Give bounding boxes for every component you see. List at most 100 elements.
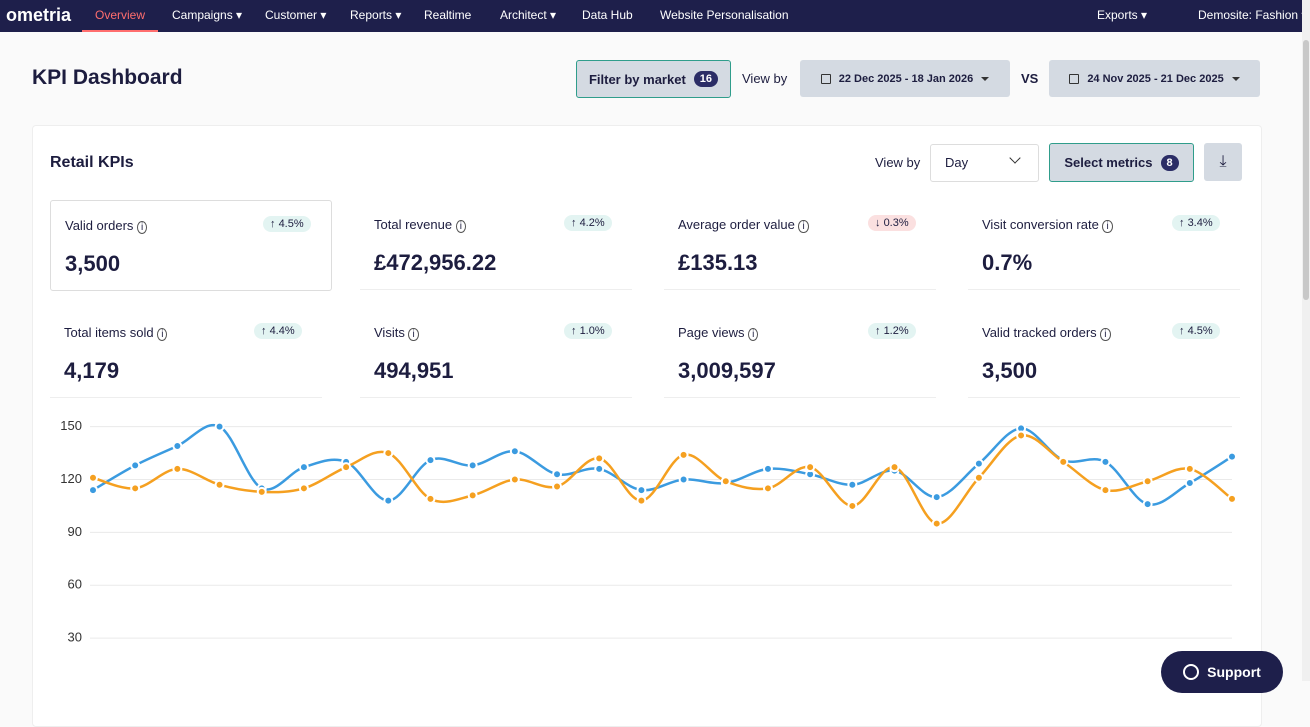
nav-item[interactable]: Data Hub: [582, 8, 633, 22]
kpi-value: £472,956.22: [374, 250, 497, 275]
data-point: [172, 463, 183, 474]
date-range: 22 Dec 2025 - 18 Jan 2026: [838, 72, 974, 85]
metrics-count: 8: [1160, 154, 1179, 171]
compare-range-button[interactable]: 24 Nov 2025 - 21 Dec 2025: [1049, 60, 1260, 97]
view-select[interactable]: Day: [930, 144, 1039, 182]
kpi-change-value: 4.5%: [278, 218, 304, 230]
nav-item[interactable]: Realtime: [424, 8, 472, 22]
data-point: [973, 458, 984, 469]
kpi-change-value: 1.0%: [579, 325, 605, 337]
date-range-button[interactable]: 22 Dec 2025 - 18 Jan 2026: [800, 60, 1010, 97]
data-point: [214, 479, 225, 490]
data-point: [552, 481, 563, 492]
data-point: [509, 474, 520, 485]
filter-count: 16: [693, 71, 719, 87]
kpi-change-value: 3.4%: [1187, 217, 1213, 229]
calendar-icon: [1069, 73, 1080, 84]
data-point: [1227, 451, 1237, 462]
data-point: [130, 483, 141, 494]
kpi-card[interactable]: Total items sold i ↑ 4.4% 4,179: [50, 308, 322, 398]
kpi-change: ↑ 4.5%: [263, 216, 311, 232]
nav-item[interactable]: Overview: [95, 8, 146, 22]
kpi-card[interactable]: Visit conversion rate i ↑ 3.4% 0.7%: [968, 200, 1240, 290]
data-point: [931, 492, 942, 503]
data-point: [341, 462, 352, 473]
data-point: [973, 472, 984, 483]
calendar-icon: [820, 73, 831, 84]
kpi-card[interactable]: Visits i ↑ 1.0% 494,951: [360, 308, 632, 398]
kpi-label: Visits i: [374, 325, 419, 341]
logo[interactable]: ometria: [6, 5, 72, 25]
data-point: [256, 486, 267, 497]
kpi-card[interactable]: Valid orders i ↑ 4.5% 3,500: [50, 200, 332, 291]
kpi-label: Page views i: [678, 325, 759, 341]
data-point: [594, 453, 605, 464]
support-button[interactable]: Support: [1161, 651, 1283, 693]
kpi-change-value: 0.3%: [883, 217, 909, 229]
y-tick-label: 150: [60, 418, 82, 433]
nav-item[interactable]: Architect ▾: [500, 8, 557, 22]
kpi-change-value: 4.2%: [579, 217, 605, 229]
kpi-label: Average order value i: [678, 217, 809, 233]
kpi-label: Valid tracked orders i: [982, 325, 1111, 341]
data-point: [1227, 493, 1237, 504]
nav-item[interactable]: Customer ▾: [265, 8, 327, 22]
y-tick-label: 30: [68, 630, 82, 645]
kpi-change: ↑ 4.4%: [254, 323, 302, 339]
nav-item[interactable]: Campaigns ▾: [172, 8, 243, 22]
kpi-value: 3,009,597: [678, 358, 776, 383]
vs-label: VS: [1021, 71, 1039, 86]
data-point: [1184, 478, 1195, 489]
kpi-card[interactable]: Total revenue i ↑ 4.2% £472,956.22: [360, 200, 632, 290]
support-label: Support: [1207, 664, 1261, 680]
data-point: [467, 490, 478, 501]
view-by-label: View by: [875, 155, 921, 170]
data-point: [1100, 485, 1111, 496]
kpi-value: 0.7%: [982, 250, 1033, 275]
kpi-value: 494,951: [374, 358, 454, 383]
metrics-label: Select metrics: [1064, 155, 1153, 170]
active-underline: [82, 30, 158, 32]
nav-item[interactable]: Website Personalisation: [660, 8, 789, 22]
data-point: [1184, 463, 1195, 474]
data-point: [88, 485, 98, 496]
kpi-card[interactable]: Page views i ↑ 1.2% 3,009,597: [664, 308, 936, 398]
data-point: [130, 460, 141, 471]
data-point: [1142, 476, 1153, 487]
kpi-card[interactable]: Valid tracked orders i ↑ 4.5% 3,500: [968, 308, 1240, 398]
filter-button[interactable]: Filter by market 16: [576, 60, 731, 98]
data-point: [678, 474, 689, 485]
compare-range: 24 Nov 2025 - 21 Dec 2025: [1087, 72, 1224, 85]
data-point: [762, 463, 773, 474]
kpi-label: Total revenue i: [374, 217, 466, 233]
kpi-label: Total items sold i: [64, 325, 168, 341]
nav-item[interactable]: Exports ▾: [1097, 8, 1148, 22]
data-point: [88, 472, 98, 483]
scrollbar: [1302, 0, 1310, 681]
nav-item[interactable]: Demosite: Fashion ▾: [1198, 8, 1308, 22]
y-tick-label: 60: [68, 577, 82, 592]
data-point: [298, 462, 309, 473]
data-point: [889, 462, 900, 473]
chat-icon: [1183, 664, 1200, 680]
kpi-label: Valid orders i: [65, 218, 148, 234]
kpi-change: ↑ 4.2%: [564, 215, 612, 231]
data-point: [509, 446, 520, 457]
data-point: [172, 441, 183, 452]
kpi-change: ↓ 0.3%: [868, 215, 916, 231]
data-point: [636, 485, 647, 496]
page-title: KPI Dashboard: [32, 66, 183, 89]
kpi-value: 3,500: [982, 358, 1038, 383]
select-metrics-button[interactable]: Select metrics 8: [1049, 143, 1194, 182]
download-button[interactable]: ⤓: [1204, 143, 1242, 181]
y-tick-label: 90: [68, 524, 82, 539]
kpi-change: ↑ 3.4%: [1172, 215, 1220, 231]
kpi-change: ↑ 1.2%: [868, 323, 916, 339]
kpi-change-value: 1.2%: [883, 325, 909, 337]
kpi-card[interactable]: Average order value i ↓ 0.3% £135.13: [664, 200, 936, 290]
line-chart: 150 120 90 60 30: [60, 418, 1237, 645]
data-point: [594, 463, 605, 474]
data-point: [552, 469, 563, 480]
nav-item[interactable]: Reports ▾: [350, 8, 402, 22]
